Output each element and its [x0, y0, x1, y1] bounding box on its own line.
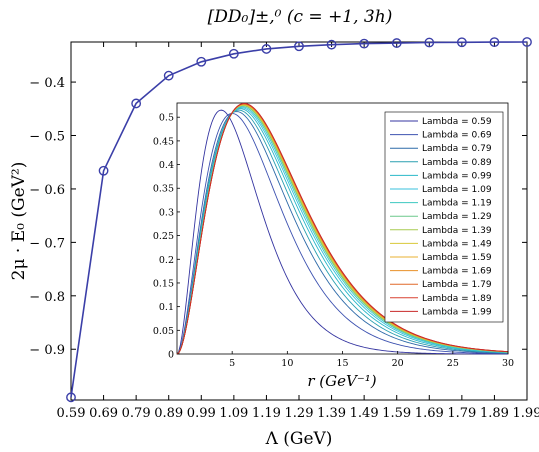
inset-legend-label: Lambda = 1.99 [422, 307, 492, 317]
main-x-tick-label: 1.29 [285, 406, 314, 421]
inset-x-tick-label: 20 [392, 358, 404, 369]
inset-legend-label: Lambda = 0.99 [422, 171, 492, 181]
main-series [66, 37, 532, 403]
main-x-tick-label: 0.59 [57, 406, 86, 421]
inset-y-ticks: 0 0.05 0.1 0.15 0.2 0.25 0.3 0.35 0.4 0.45 0.5 [153, 113, 180, 361]
main-x-tick-label: 0.69 [89, 406, 118, 421]
main-y-tick-label: − 0.7 [29, 236, 65, 251]
inset-y-tick-label: 0.05 [153, 326, 174, 337]
main-data-point [522, 37, 532, 47]
inset-legend-label: Lambda = 1.09 [422, 185, 492, 195]
inset-y-tick-label: 0 [168, 350, 174, 361]
inset-y-tick-label: 0.1 [159, 302, 174, 313]
inset-legend-label: Lambda = 1.59 [422, 253, 492, 263]
inset-y-tick-label: 0.4 [159, 160, 174, 171]
main-data-point [131, 98, 142, 109]
main-x-tick-label: 1.19 [252, 406, 281, 421]
main-x-tick-label: 1.69 [415, 406, 444, 421]
main-data-point [326, 39, 337, 50]
inset-x-tick-label: 25 [447, 358, 459, 369]
inset-legend-box [384, 111, 504, 323]
inset-legend-label: Lambda = 0.79 [422, 144, 492, 154]
main-y-tick-label: − 0.4 [29, 76, 65, 91]
main-y-tick-label: − 0.5 [29, 130, 65, 145]
inset-x-axis-label: r (GeV⁻¹) [307, 372, 376, 390]
main-data-point [391, 38, 402, 48]
main-x-tick-label: 1.39 [317, 406, 346, 421]
main-y-tick-label: − 0.9 [29, 343, 65, 358]
inset-y-tick-label: 0.45 [153, 136, 174, 147]
inset-x-tick-label: 15 [336, 358, 348, 369]
main-data-point [359, 38, 370, 49]
inset-curve [176, 103, 509, 355]
inset-legend: Lambda = 0.59 Lambda = 0.69 Lambda = 0.79 L… [384, 111, 504, 323]
main-data-point [489, 37, 500, 48]
inset-legend-label: Lambda = 0.59 [422, 117, 492, 127]
main-data-point [294, 41, 304, 52]
inset-legend-label: Lambda = 1.39 [422, 226, 492, 236]
inset-x-tick-label: 30 [502, 358, 514, 369]
main-data-point [228, 48, 239, 59]
main-data-point [98, 165, 109, 176]
main-data-point [456, 37, 467, 48]
main-data-point [196, 56, 207, 67]
main-title: [DD₀]±,⁰ (c = +1, 3h) [208, 7, 393, 27]
main-x-tick-label: 1.59 [382, 406, 411, 421]
inset-legend-label: Lambda = 0.69 [422, 131, 492, 141]
inset-y-tick-label: 0.5 [159, 113, 174, 124]
main-x-tick-label: 0.99 [187, 406, 216, 421]
main-x-tick-label: 1.09 [219, 406, 248, 421]
inset-legend-label: Lambda = 1.49 [422, 239, 492, 249]
inset-y-tick-label: 0.2 [159, 255, 174, 266]
main-x-axis-label: Λ (GeV) [265, 429, 333, 449]
inset-legend-label: Lambda = 1.79 [422, 280, 492, 290]
main-series-line [70, 41, 528, 398]
main-x-tick-label: 0.89 [154, 406, 183, 421]
inset-y-tick-label: 0.35 [153, 184, 174, 195]
inset-y-tick-label: 0.15 [153, 278, 174, 289]
main-x-tick-label: 1.49 [350, 406, 379, 421]
main-y-tick-label: − 0.8 [29, 290, 65, 305]
main-data-point [163, 70, 174, 81]
inset-legend-label: Lambda = 1.19 [422, 199, 492, 209]
inset-legend-label: Lambda = 1.89 [422, 294, 492, 304]
main-y-axis-label: 2μ · E₀ (GeV²) [9, 162, 29, 281]
inset-y-tick-label: 0.25 [153, 231, 174, 242]
main-y-tick-label: − 0.6 [29, 183, 65, 198]
inset-x-ticks: 5 10 15 20 25 30 [229, 351, 514, 369]
main-data-point [261, 44, 272, 54]
inset-legend-label: Lambda = 1.29 [422, 212, 492, 222]
main-x-tick-label: 1.89 [480, 406, 509, 421]
main-y-ticks: − 0.4 − 0.5 − 0.6 − 0.7 − 0.8 − 0.9 [29, 76, 527, 358]
main-x-ticks: 0.59 0.69 0.79 0.89 0.99 1.09 1.19 1.29 1.39 1.49… [57, 42, 539, 421]
inset-x-tick-label: 10 [281, 358, 293, 369]
main-x-tick-label: 1.99 [513, 406, 539, 421]
inset-legend-label: Lambda = 0.89 [422, 158, 492, 168]
main-x-tick-label: 1.79 [447, 406, 476, 421]
inset-x-tick-label: 5 [229, 358, 235, 369]
inset-y-tick-label: 0.3 [159, 207, 174, 218]
inset-legend-label: Lambda = 1.69 [422, 267, 492, 277]
main-x-tick-label: 0.79 [122, 406, 151, 421]
main-data-point [66, 392, 76, 403]
main-data-point [424, 37, 435, 48]
